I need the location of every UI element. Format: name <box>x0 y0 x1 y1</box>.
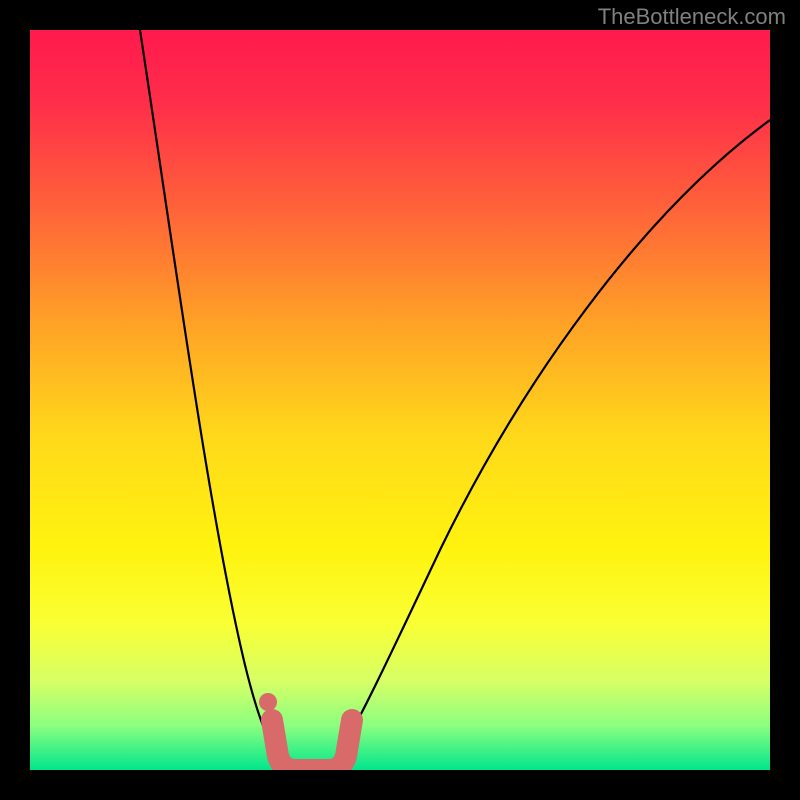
plot-background <box>30 30 770 770</box>
watermark-text: TheBottleneck.com <box>598 4 786 29</box>
marker-dot <box>259 693 277 711</box>
bottleneck-chart: TheBottleneck.com <box>0 0 800 800</box>
